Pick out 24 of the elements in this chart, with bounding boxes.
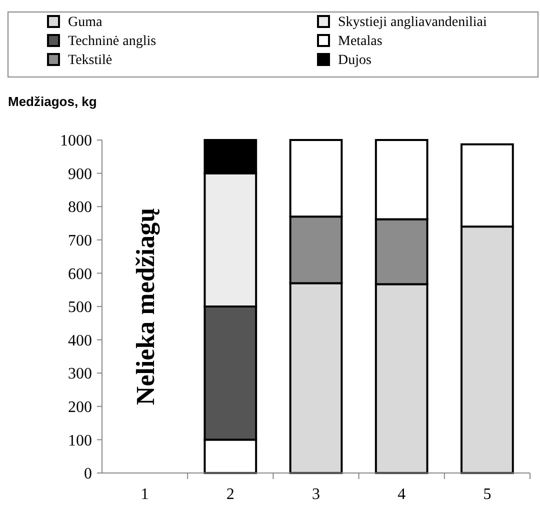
legend-label: Dujos	[338, 53, 372, 68]
y-tick-label: 400	[68, 332, 92, 350]
y-tick-label: 800	[68, 199, 92, 216]
legend-label: Guma	[68, 15, 103, 30]
x-tick-label: 2	[226, 486, 234, 503]
y-tick-label: 600	[68, 266, 92, 283]
legend-label: Skystieji angliavandeniliai	[338, 15, 488, 30]
y-tick-label: 200	[68, 399, 92, 416]
y-tick-label: 0	[84, 466, 92, 483]
y-tick-label: 700	[68, 232, 92, 250]
x-tick-label: 3	[312, 486, 320, 503]
y-tick-label: 300	[68, 366, 92, 383]
y-axis-title: Medžiagos, kg	[8, 94, 97, 109]
legend-label: Techninė anglis	[68, 34, 156, 49]
x-tick-label: 1	[140, 486, 149, 503]
y-tick-label: 1000	[60, 132, 92, 150]
y-tick-label: 900	[68, 166, 92, 183]
y-tick-label: 100	[68, 432, 92, 450]
y-tick-label: 500	[68, 299, 92, 316]
x-tick-label: 5	[483, 486, 492, 503]
legend-label: Tekstilė	[68, 53, 112, 68]
legend-label: Metalas	[338, 34, 382, 49]
x-tick-label: 4	[398, 486, 406, 503]
annotation: Nelieka medžiagų	[130, 208, 160, 406]
